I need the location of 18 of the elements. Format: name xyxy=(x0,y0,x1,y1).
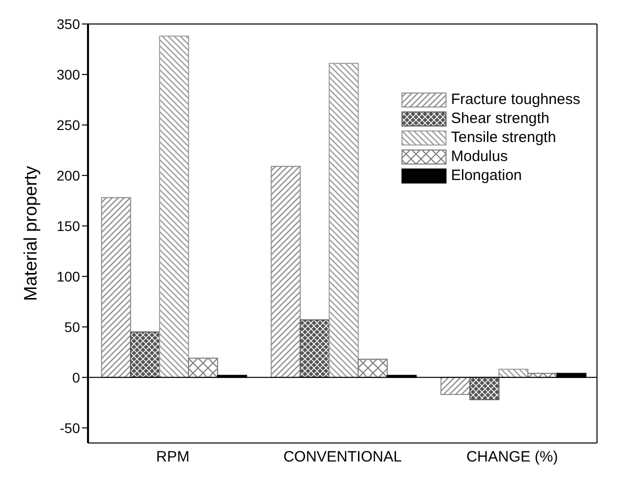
legend-label: Shear strength xyxy=(451,109,550,128)
legend-label: Fracture toughness xyxy=(451,90,580,109)
legend-label: Tensile strength xyxy=(451,128,556,147)
y-tick-label: 150 xyxy=(56,218,80,234)
legend-label: Modulus xyxy=(451,147,508,166)
y-tick-label: 300 xyxy=(56,66,80,82)
y-tick-label: 250 xyxy=(56,116,80,133)
y-tick-label: 100 xyxy=(56,268,80,284)
x-tick-label: CONVENTIONAL xyxy=(283,448,402,466)
y-axis-title: Material property xyxy=(20,166,40,302)
y-tick-label: 200 xyxy=(56,167,80,184)
y-tick-label: 350 xyxy=(56,16,80,32)
y-tick-label: 50 xyxy=(64,318,80,335)
y-tick-label: 0 xyxy=(72,369,80,386)
legend-label: Elongation xyxy=(451,166,522,185)
y-tick-label: -50 xyxy=(60,420,80,436)
x-tick-label: CHANGE (%) xyxy=(466,448,558,466)
x-tick-label: RPM xyxy=(156,448,190,466)
